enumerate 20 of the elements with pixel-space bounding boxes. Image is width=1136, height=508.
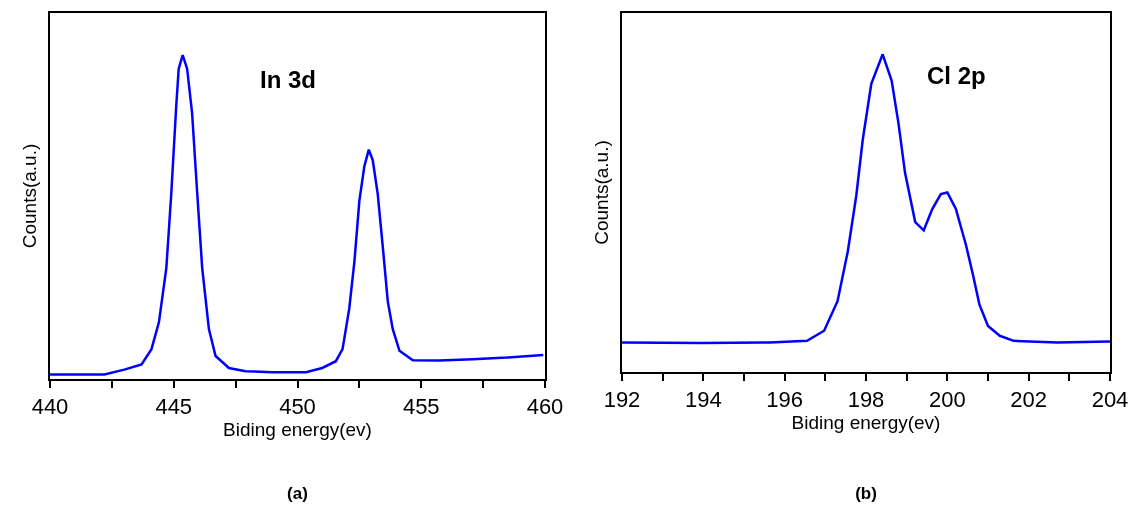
- x-tick-label: 204: [1091, 387, 1129, 413]
- x-axis-title: Biding energy(ev): [223, 419, 372, 441]
- x-tick-label: 460: [526, 394, 564, 420]
- x-tick-label: 450: [279, 394, 316, 420]
- text: (b): [855, 483, 877, 503]
- annotation: Cl 2p: [927, 62, 986, 89]
- x-tick-label: 194: [684, 387, 722, 413]
- y-axis-title: Counts(a.u.): [591, 140, 613, 245]
- x-tick-label: 202: [1010, 387, 1048, 413]
- text: (a): [287, 483, 308, 503]
- x-tick-label: 192: [603, 387, 641, 413]
- x-tick-label: 200: [928, 387, 966, 413]
- annotation: In 3d: [260, 66, 317, 93]
- x-axis-title: Biding energy(ev): [791, 412, 941, 434]
- x-tick-label: 455: [402, 394, 440, 420]
- y-axis-title: Counts(a.u.): [19, 143, 41, 249]
- x-tick-label: 445: [155, 394, 193, 420]
- x-tick-label: 440: [31, 394, 69, 420]
- x-tick-label: 196: [766, 387, 804, 413]
- x-tick-label: 198: [847, 387, 885, 413]
